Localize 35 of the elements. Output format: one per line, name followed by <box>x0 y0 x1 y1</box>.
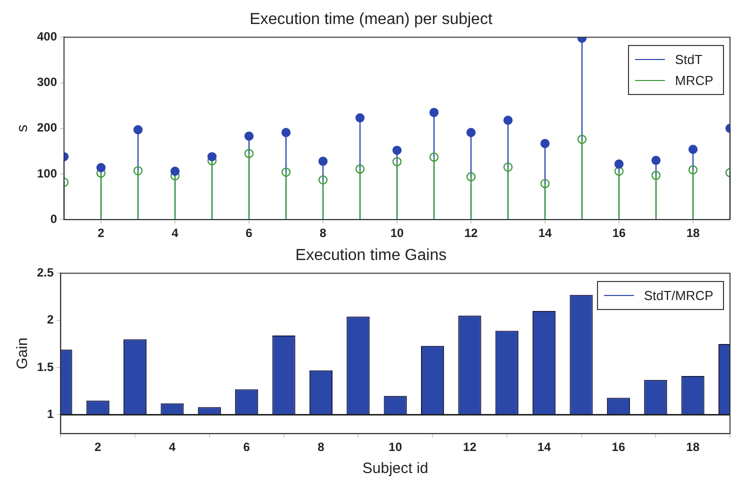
y-tick-label: 200 <box>36 120 58 135</box>
x-tick-label: 10 <box>388 440 402 454</box>
chart-title: Execution time Gains <box>295 247 447 264</box>
x-tick-label: 2 <box>98 226 105 240</box>
x-tick-label: 4 <box>172 226 179 240</box>
x-tick-label: 8 <box>318 440 325 454</box>
x-tick-label: 14 <box>537 440 552 454</box>
legend-label: StdT <box>675 51 702 70</box>
y-tick-label: 1.5 <box>36 360 54 374</box>
x-axis-title: Subject id <box>362 460 428 478</box>
x-tick-label: 18 <box>686 440 700 454</box>
x-tick-label: 18 <box>686 226 700 240</box>
legend-label: MRCP <box>675 72 714 90</box>
y-tick-label: 0 <box>50 212 58 226</box>
legend-label: StdT/MRCP <box>644 287 714 306</box>
x-tick-label: 16 <box>612 226 626 240</box>
chart-title: Execution time (mean) per subject <box>250 11 493 28</box>
y-tick-label: 2 <box>46 312 54 327</box>
y-tick-label: 400 <box>36 30 58 44</box>
y-tick-label: 2.5 <box>36 266 54 280</box>
x-tick-label: 6 <box>246 226 253 240</box>
y-tick-label: 300 <box>36 75 58 90</box>
x-tick-label: 12 <box>463 440 477 454</box>
y-tick-label: 100 <box>36 166 58 180</box>
y-tick-label: 1 <box>46 407 54 422</box>
y-axis-title: s <box>14 124 32 132</box>
x-tick-label: 2 <box>94 440 102 454</box>
x-tick-label: 14 <box>538 226 552 240</box>
x-tick-label: 8 <box>320 226 327 240</box>
x-tick-label: 10 <box>390 226 404 240</box>
x-tick-label: 16 <box>612 440 626 454</box>
y-axis-title: Gain <box>14 338 32 370</box>
x-tick-label: 6 <box>243 440 250 454</box>
x-tick-label: 12 <box>464 226 478 240</box>
x-tick-label: 4 <box>168 440 176 454</box>
